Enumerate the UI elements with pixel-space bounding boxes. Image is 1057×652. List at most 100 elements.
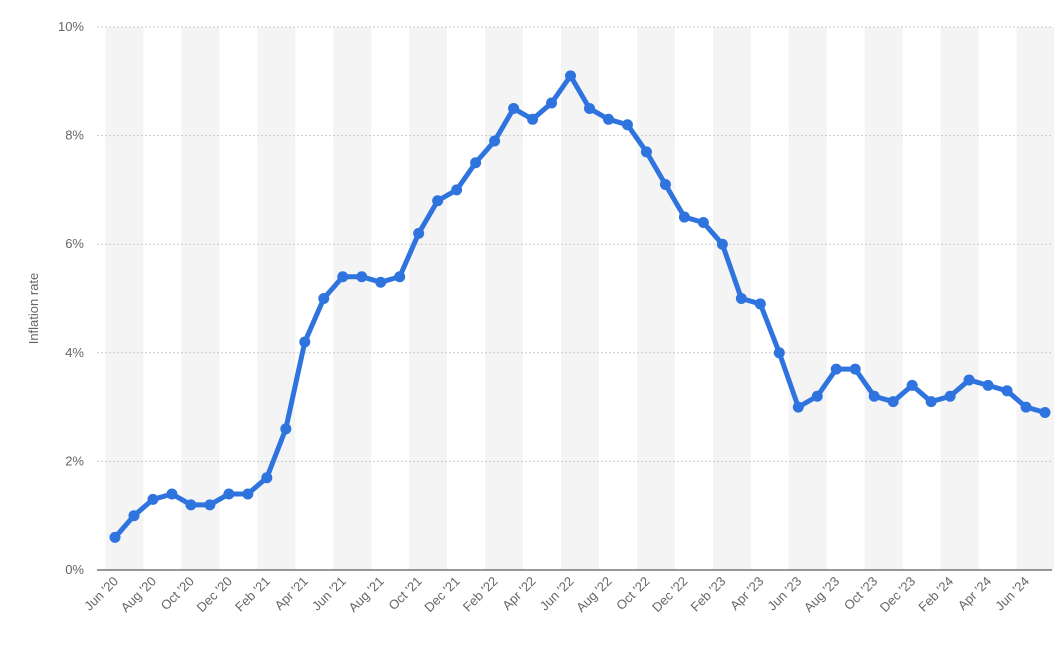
- data-point[interactable]: [982, 379, 994, 391]
- background-band: [561, 27, 599, 570]
- y-axis-ticks: 0% 2% 4% 6% 8% 10%: [58, 19, 84, 577]
- y-tick-label: 0%: [65, 562, 84, 577]
- data-point[interactable]: [489, 135, 501, 147]
- data-point[interactable]: [1020, 401, 1032, 413]
- y-tick-label: 4%: [65, 345, 84, 360]
- x-tick-label: Feb '23: [687, 574, 728, 615]
- data-point[interactable]: [204, 499, 216, 511]
- data-point[interactable]: [546, 97, 558, 109]
- data-point[interactable]: [527, 113, 539, 125]
- data-point[interactable]: [166, 488, 178, 500]
- data-point[interactable]: [394, 271, 406, 283]
- background-band: [485, 27, 524, 570]
- data-point[interactable]: [432, 195, 444, 207]
- data-point[interactable]: [337, 271, 349, 283]
- y-tick-label: 6%: [65, 236, 84, 251]
- data-point[interactable]: [925, 396, 937, 408]
- y-tick-label: 8%: [65, 128, 84, 143]
- data-point[interactable]: [697, 216, 709, 228]
- data-point[interactable]: [565, 70, 577, 82]
- y-axis-label: Inflation rate: [26, 273, 41, 345]
- data-point[interactable]: [944, 390, 956, 402]
- data-point[interactable]: [887, 396, 899, 408]
- data-point[interactable]: [773, 347, 785, 359]
- data-point[interactable]: [811, 390, 823, 402]
- x-tick-label: Aug '20: [118, 574, 159, 615]
- x-tick-label: Apr '21: [271, 574, 310, 613]
- x-tick-label: Jun '23: [764, 574, 804, 614]
- data-point[interactable]: [1001, 385, 1013, 397]
- background-band: [105, 27, 144, 570]
- x-tick-label: Dec '22: [649, 574, 690, 615]
- data-point[interactable]: [147, 493, 159, 505]
- data-point[interactable]: [754, 298, 766, 310]
- x-tick-label: Oct '20: [158, 574, 197, 613]
- y-tick-label: 2%: [65, 453, 84, 468]
- data-point[interactable]: [1039, 407, 1051, 419]
- data-point[interactable]: [621, 119, 633, 131]
- data-point[interactable]: [109, 531, 121, 543]
- data-points: [109, 70, 1051, 543]
- x-tick-label: Oct '22: [613, 574, 652, 613]
- data-point[interactable]: [451, 184, 463, 196]
- data-point[interactable]: [375, 276, 387, 288]
- data-point[interactable]: [868, 390, 880, 402]
- x-tick-label: Feb '21: [232, 574, 273, 615]
- x-tick-label: Apr '24: [955, 574, 994, 613]
- data-point[interactable]: [963, 374, 975, 386]
- background-band: [940, 27, 979, 570]
- x-tick-label: Feb '22: [460, 574, 501, 615]
- data-point[interactable]: [280, 423, 292, 435]
- data-point[interactable]: [128, 510, 140, 522]
- data-point[interactable]: [223, 488, 235, 500]
- background-band: [1016, 27, 1054, 570]
- background-bands: [105, 27, 1054, 570]
- x-tick-label: Jun '21: [309, 574, 349, 614]
- data-point[interactable]: [830, 363, 842, 375]
- data-point[interactable]: [849, 363, 861, 375]
- data-point[interactable]: [299, 336, 311, 348]
- x-tick-label: Oct '23: [841, 574, 880, 613]
- x-tick-label: Aug '21: [345, 574, 386, 615]
- data-point[interactable]: [356, 271, 368, 283]
- data-point[interactable]: [508, 102, 520, 114]
- data-point[interactable]: [318, 293, 330, 304]
- data-point[interactable]: [792, 401, 804, 413]
- background-band: [181, 27, 220, 570]
- x-tick-label: Jun '22: [537, 574, 577, 614]
- x-tick-label: Oct '21: [385, 574, 424, 613]
- data-point[interactable]: [261, 472, 273, 484]
- background-band: [257, 27, 296, 570]
- background-band: [788, 27, 827, 570]
- data-point[interactable]: [470, 157, 482, 169]
- data-point[interactable]: [185, 499, 197, 511]
- data-point[interactable]: [584, 102, 595, 114]
- data-point[interactable]: [242, 488, 254, 500]
- x-tick-label: Dec '20: [194, 574, 235, 615]
- background-band: [333, 27, 372, 570]
- x-tick-label: Aug '23: [801, 574, 842, 615]
- data-point[interactable]: [659, 178, 671, 190]
- gridlines: [97, 26, 1052, 462]
- x-tick-label: Apr '23: [727, 574, 766, 613]
- x-tick-label: Dec '23: [877, 574, 918, 615]
- x-tick-label: Aug '22: [573, 574, 614, 615]
- data-point[interactable]: [640, 146, 652, 158]
- data-point[interactable]: [716, 238, 728, 250]
- x-tick-label: Jun '24: [992, 574, 1032, 614]
- background-band: [409, 27, 448, 570]
- data-point[interactable]: [906, 379, 918, 391]
- data-point[interactable]: [413, 227, 425, 239]
- x-tick-label: Apr '22: [499, 574, 538, 613]
- data-point[interactable]: [735, 293, 747, 304]
- y-tick-label: 10%: [58, 19, 84, 34]
- background-band: [864, 27, 903, 570]
- x-tick-label: Dec '21: [421, 574, 462, 615]
- data-point[interactable]: [602, 113, 614, 125]
- data-point[interactable]: [678, 211, 690, 223]
- background-band: [636, 27, 675, 570]
- x-tick-label: Feb '24: [915, 574, 956, 615]
